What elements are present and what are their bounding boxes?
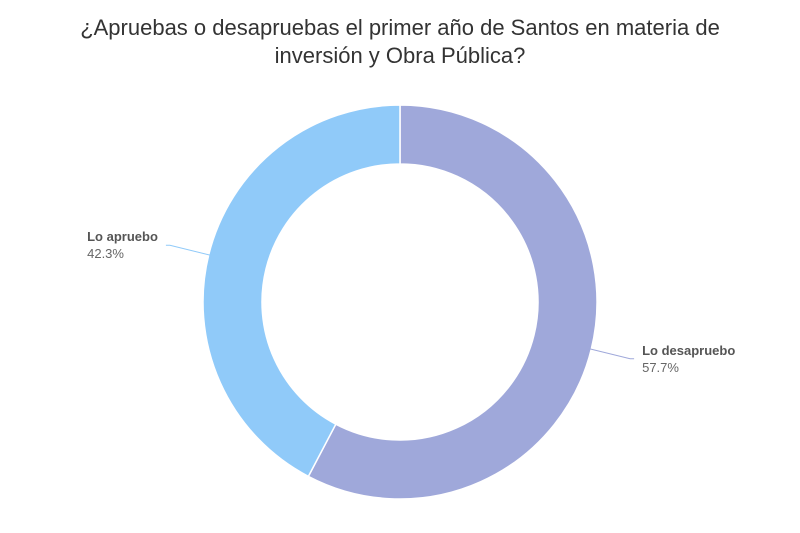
slice-lo-desapruebo[interactable] (307, 104, 598, 500)
slice-lo-apruebo[interactable] (202, 104, 401, 478)
slice-value-lo-apruebo: 42.3% (87, 246, 124, 261)
chart-title: ¿Apruebas o desapruebas el primer año de… (40, 14, 760, 70)
chart-title-line-1: ¿Apruebas o desapruebas el primer año de… (80, 15, 720, 40)
slice-label-lo-desapruebo: Lo desapruebo (642, 343, 735, 358)
slice-label-lo-apruebo: Lo apruebo (87, 229, 158, 244)
slice-value-lo-desapruebo: 57.7% (642, 360, 679, 375)
connector-lo-desapruebo (588, 347, 635, 360)
connector-lo-apruebo (165, 244, 212, 257)
chart-title-line-2: inversión y Obra Pública? (274, 43, 526, 68)
